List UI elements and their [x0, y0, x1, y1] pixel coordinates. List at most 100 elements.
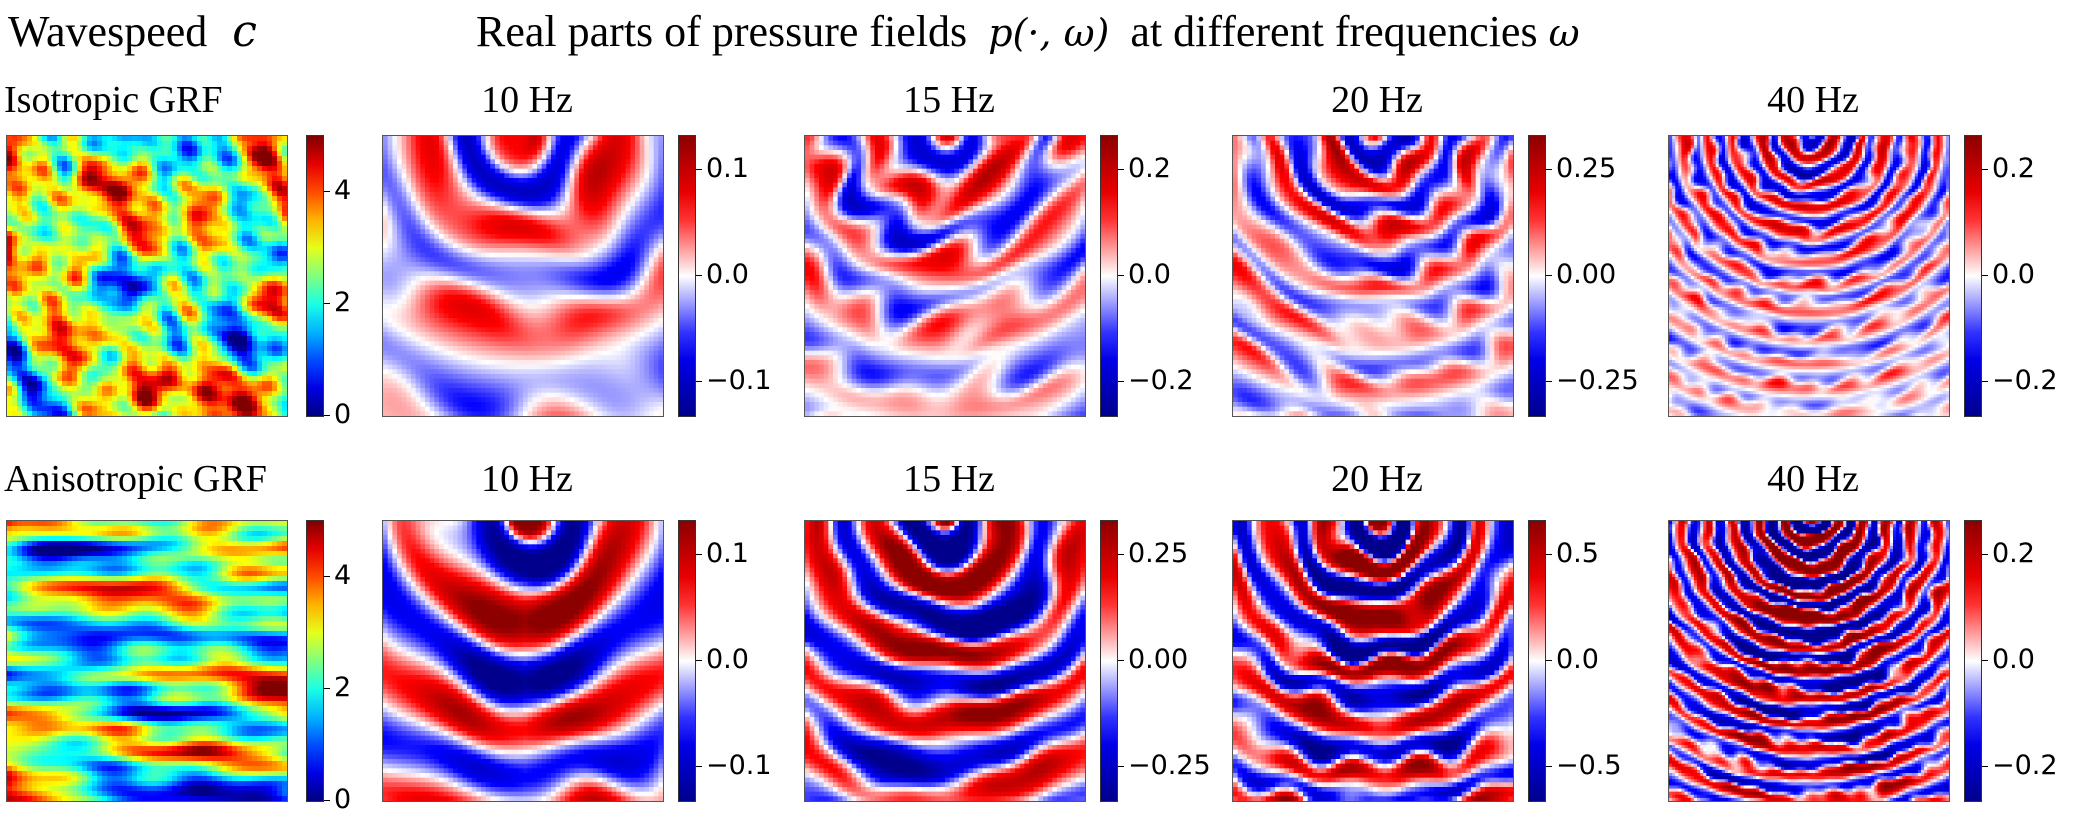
heat-cell	[97, 196, 103, 202]
heat-cell	[192, 181, 198, 187]
heat-cell	[262, 361, 268, 367]
heat-cell	[653, 210, 659, 216]
heat-cell	[227, 136, 233, 142]
heat-cell	[532, 215, 538, 221]
heat-cell	[509, 243, 515, 249]
heat-cell	[616, 168, 622, 174]
heat-cell	[495, 192, 501, 198]
heat-cell	[152, 206, 158, 212]
heat-cell	[523, 206, 529, 212]
heat-cell	[415, 229, 421, 235]
heat-cell	[202, 171, 208, 177]
heat-cell	[122, 301, 128, 307]
heat-cell	[232, 361, 238, 367]
heat-cell	[247, 166, 253, 172]
heat-cell	[47, 356, 53, 362]
heat-cell	[267, 136, 273, 142]
heat-cell	[137, 391, 143, 397]
heat-cell	[639, 178, 645, 184]
heat-cell	[602, 168, 608, 174]
heat-cell	[518, 266, 524, 272]
heat-cell	[532, 266, 538, 272]
heat-cell	[551, 182, 557, 188]
heat-cell	[537, 271, 543, 277]
heat-cell	[112, 286, 118, 292]
heat-cell	[439, 248, 445, 254]
heat-cell	[415, 173, 421, 179]
heat-cell	[192, 196, 198, 202]
heat-cell	[67, 276, 73, 282]
heat-cell	[37, 151, 43, 157]
heat-cell	[197, 251, 203, 257]
heat-cell	[504, 215, 510, 221]
heat-cell	[635, 234, 641, 240]
heat-cell	[262, 161, 268, 167]
heat-cell	[22, 166, 28, 172]
heat-cell	[527, 248, 533, 254]
heat-cell	[485, 192, 491, 198]
heat-cell	[87, 271, 93, 277]
heat-cell	[509, 276, 515, 282]
heat-cell	[420, 243, 426, 249]
heat-cell	[232, 186, 238, 192]
heat-cell	[157, 396, 163, 402]
heat-cell	[72, 206, 78, 212]
heat-cell	[611, 262, 617, 268]
heat-cell	[152, 386, 158, 392]
heat-cell	[635, 266, 641, 272]
heat-cell	[411, 136, 417, 142]
heat-cell	[537, 234, 543, 240]
heat-cell	[152, 391, 158, 397]
heat-cell	[167, 351, 173, 357]
heat-cell	[102, 266, 108, 272]
heat-cell	[27, 291, 33, 297]
heat-cell	[157, 206, 163, 212]
heat-cell	[177, 306, 183, 312]
heat-cell	[387, 136, 393, 142]
heat-cell	[555, 182, 561, 188]
heat-cell	[658, 154, 663, 160]
heat-cell	[37, 341, 43, 347]
heat-cell	[62, 291, 68, 297]
heat-cell	[187, 341, 193, 347]
heat-cell	[509, 187, 515, 193]
heat-cell	[12, 301, 18, 307]
heat-cell	[197, 306, 203, 312]
heat-cell	[197, 281, 203, 287]
heat-cell	[92, 266, 98, 272]
heat-cell	[257, 166, 263, 172]
heat-cell	[499, 159, 505, 165]
heat-cell	[42, 241, 48, 247]
heat-cell	[415, 220, 421, 226]
heat-cell	[122, 311, 128, 317]
heat-cell	[616, 238, 622, 244]
heat-cell	[112, 211, 118, 217]
heat-cell	[77, 321, 83, 327]
heat-cell	[267, 306, 273, 312]
heat-cell	[62, 376, 68, 382]
heat-cell	[57, 231, 63, 237]
heat-cell	[102, 206, 108, 212]
heat-cell	[242, 361, 248, 367]
heat-cell	[551, 201, 557, 207]
heat-cell	[574, 206, 580, 212]
heat-cell	[649, 243, 655, 249]
heat-cell	[102, 346, 108, 352]
heat-cell	[485, 164, 491, 170]
heat-cell	[132, 146, 138, 152]
heat-cell	[77, 271, 83, 277]
heat-cell	[387, 215, 393, 221]
heat-cell	[197, 351, 203, 357]
heat-cell	[579, 252, 585, 258]
heat-cell	[117, 301, 123, 307]
heat-cell	[32, 356, 38, 362]
frequency-symbol: ω	[1549, 11, 1580, 55]
heat-cell	[37, 176, 43, 182]
heat-cell	[272, 246, 278, 252]
heat-cell	[202, 186, 208, 192]
heat-cell	[560, 196, 566, 202]
heat-cell	[37, 306, 43, 312]
heat-cell	[217, 391, 223, 397]
heat-cell	[565, 224, 571, 230]
heat-cell	[429, 159, 435, 165]
